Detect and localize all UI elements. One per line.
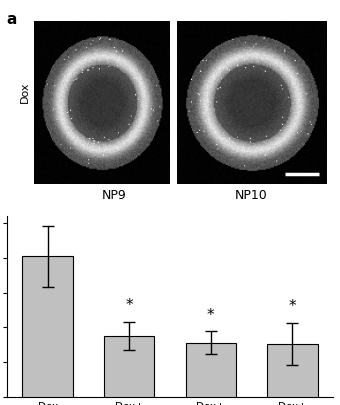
Bar [22,257,73,397]
Bar [104,336,154,397]
Text: *: * [207,307,215,322]
Text: NP10: NP10 [235,188,268,201]
Text: *: * [125,297,133,312]
Text: NP9: NP9 [102,188,127,201]
Text: Dox: Dox [20,81,30,102]
Text: a: a [7,12,17,27]
Bar [267,344,318,397]
Bar [186,343,236,397]
Text: *: * [289,298,296,313]
